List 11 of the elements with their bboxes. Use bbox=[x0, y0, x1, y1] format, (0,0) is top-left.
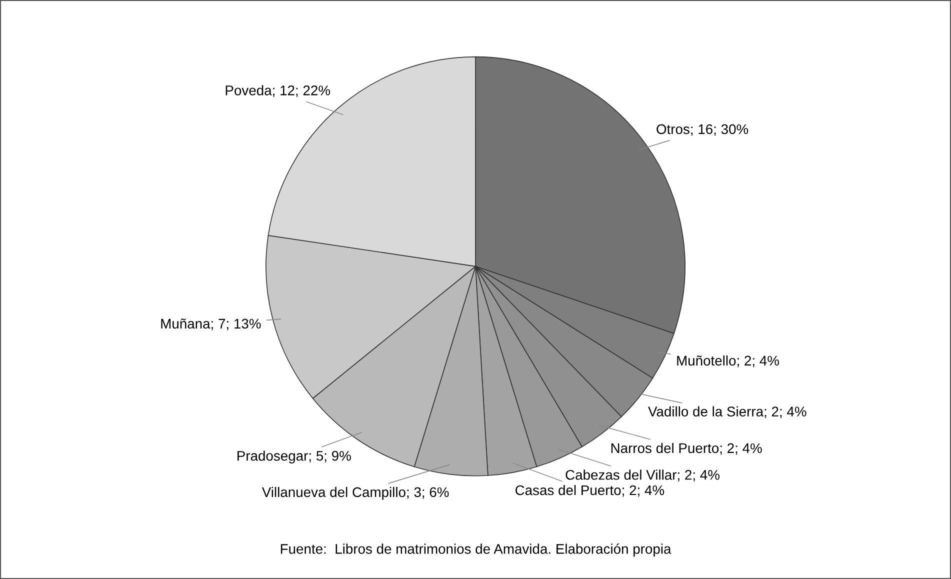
slice-label: Cabezas del Villar; 2; 4% bbox=[566, 470, 720, 482]
slice-label: Poveda; 12; 22% bbox=[226, 85, 330, 97]
slice-label: Otros; 16; 30% bbox=[656, 124, 748, 136]
slice-label: Muñana; 7; 13% bbox=[161, 318, 261, 330]
slice-label: Casas del Puerto; 2; 4% bbox=[515, 484, 664, 497]
slice-label: Pradosegar; 5; 9% bbox=[238, 450, 351, 464]
source-note: Fuente: Libros de matrimonios de Amavida. Elaboración propia bbox=[280, 543, 672, 557]
slice-label: Muñotello; 2; 4% bbox=[677, 355, 779, 368]
slice-label: Vadillo de la Sierra; 2; 4% bbox=[648, 406, 806, 418]
slice-label: Narros del Puerto; 2; 4% bbox=[611, 442, 762, 455]
slice-label: Villanueva del Campillo; 3; 6% bbox=[262, 486, 449, 500]
